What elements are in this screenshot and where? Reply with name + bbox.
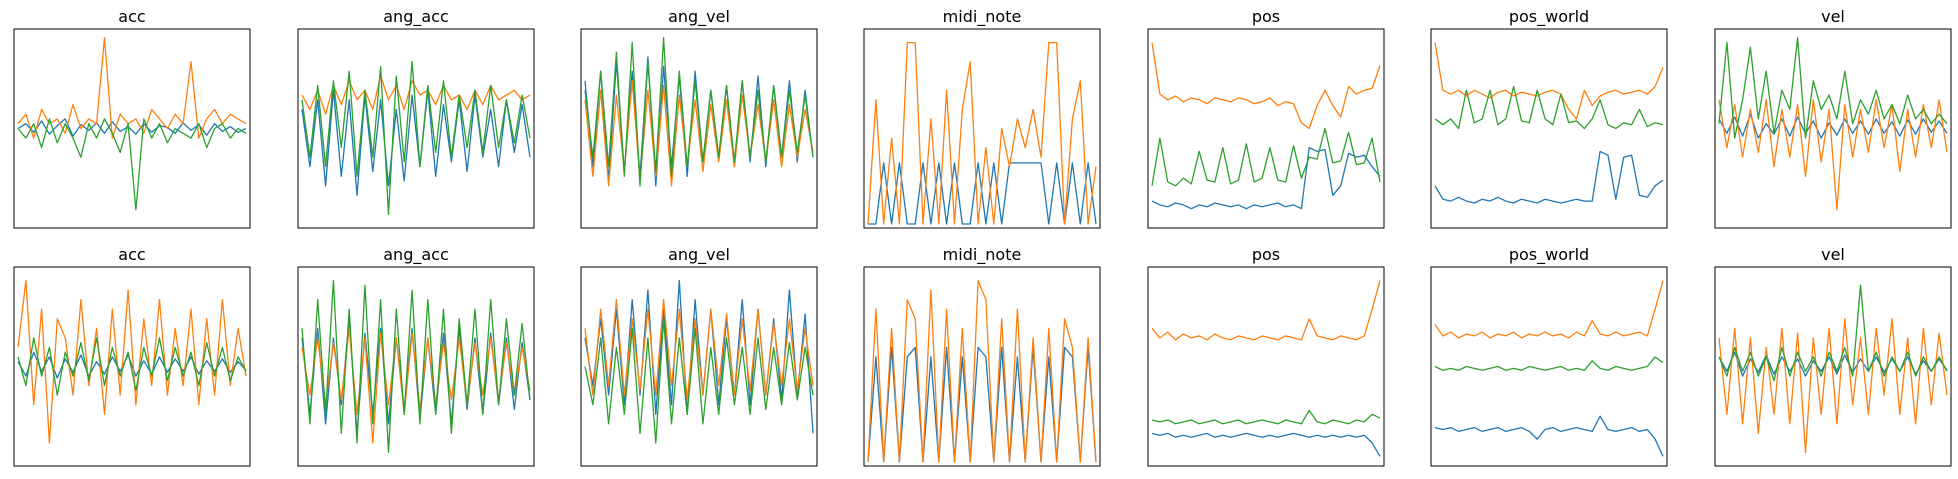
series-line-2 bbox=[17, 37, 247, 139]
series-line-3 bbox=[1151, 127, 1381, 187]
subplot-title: acc bbox=[118, 7, 145, 26]
subplot-title: ang_vel bbox=[668, 7, 730, 27]
series-line-2 bbox=[301, 75, 531, 115]
axes-frame bbox=[297, 266, 535, 467]
axes-frame bbox=[863, 266, 1101, 467]
subplot-title: vel bbox=[1821, 7, 1845, 26]
subplot-vel-row1: vel bbox=[1714, 7, 1952, 229]
series-line-2 bbox=[867, 279, 1097, 463]
series-line-1 bbox=[1434, 415, 1664, 457]
subplot-title: midi_note bbox=[943, 7, 1022, 27]
axes-frame bbox=[580, 28, 818, 229]
subplot-midi-note-row1: midi_note bbox=[863, 7, 1101, 229]
axes-frame bbox=[863, 28, 1101, 229]
series-line-2 bbox=[301, 327, 531, 444]
subplot-title: ang_acc bbox=[383, 7, 449, 27]
axes-frame bbox=[13, 266, 251, 467]
axes-frame bbox=[1714, 28, 1952, 229]
series-line-1 bbox=[1434, 150, 1664, 204]
series-line-1 bbox=[868, 162, 1097, 225]
series-line-1 bbox=[1718, 113, 1948, 139]
subplot-title: ang_acc bbox=[383, 245, 449, 265]
series-line-2 bbox=[867, 41, 1097, 225]
subplot-vel-row2: vel bbox=[1714, 245, 1952, 467]
subplot-title: pos bbox=[1252, 7, 1280, 26]
subplot-title: ang_vel bbox=[668, 245, 730, 265]
series-line-3 bbox=[1434, 356, 1664, 371]
subplot-acc-row1: acc bbox=[13, 7, 251, 229]
axes-frame bbox=[1147, 28, 1385, 229]
subplot-ang-vel-row1: ang_vel bbox=[580, 7, 818, 229]
subplot-ang-acc-row2: ang_acc bbox=[297, 245, 535, 467]
series-line-1 bbox=[1718, 351, 1948, 377]
series-line-2 bbox=[17, 279, 247, 444]
subplot-ang-acc-row1: ang_acc bbox=[297, 7, 535, 229]
subplot-midi-note-row2: midi_note bbox=[863, 245, 1101, 467]
subplot-title: pos_world bbox=[1509, 245, 1589, 265]
subplot-title: vel bbox=[1821, 245, 1845, 264]
axes-frame bbox=[297, 28, 535, 229]
series-line-3 bbox=[17, 118, 247, 211]
axes-frame bbox=[1430, 28, 1668, 229]
axes-frame bbox=[580, 266, 818, 467]
series-line-2 bbox=[1434, 280, 1664, 339]
series-line-2 bbox=[1151, 280, 1381, 341]
subplot-title: midi_note bbox=[943, 245, 1022, 265]
subplot-pos-world-row2: pos_world bbox=[1430, 245, 1668, 467]
series-line-3 bbox=[1434, 85, 1664, 130]
subplot-ang-vel-row2: ang_vel bbox=[580, 245, 818, 467]
subplot-acc-row2: acc bbox=[13, 245, 251, 467]
series-line-3 bbox=[301, 279, 531, 454]
subplot-title: acc bbox=[118, 245, 145, 264]
series-line-3 bbox=[1718, 284, 1948, 382]
series-line-1 bbox=[301, 89, 531, 196]
series-line-1 bbox=[17, 351, 247, 379]
series-line-2 bbox=[1151, 42, 1381, 130]
axes-frame bbox=[1430, 266, 1668, 467]
subplot-title: pos_world bbox=[1509, 7, 1589, 27]
series-line-1 bbox=[1151, 432, 1381, 457]
series-line-3 bbox=[1151, 409, 1381, 425]
axes-frame bbox=[13, 28, 251, 229]
subplot-title: pos bbox=[1252, 245, 1280, 264]
series-line-1 bbox=[17, 118, 247, 137]
series-line-1 bbox=[1151, 146, 1381, 210]
series-line-2 bbox=[1434, 42, 1664, 120]
series-line-2 bbox=[1718, 99, 1948, 211]
series-line-3 bbox=[17, 337, 247, 396]
series-line-3 bbox=[584, 318, 814, 444]
axes-frame bbox=[1714, 266, 1952, 467]
subplot-pos-world-row1: pos_world bbox=[1430, 7, 1668, 229]
series-line-3 bbox=[584, 37, 814, 187]
series-line-3 bbox=[1718, 37, 1948, 139]
subplot-pos-row2: pos bbox=[1147, 245, 1385, 467]
subplot-pos-row1: pos bbox=[1147, 7, 1385, 229]
series-line-3 bbox=[301, 61, 531, 216]
axes-frame bbox=[1147, 266, 1385, 467]
series-line-2 bbox=[1718, 318, 1948, 454]
series-line-2 bbox=[584, 298, 814, 401]
